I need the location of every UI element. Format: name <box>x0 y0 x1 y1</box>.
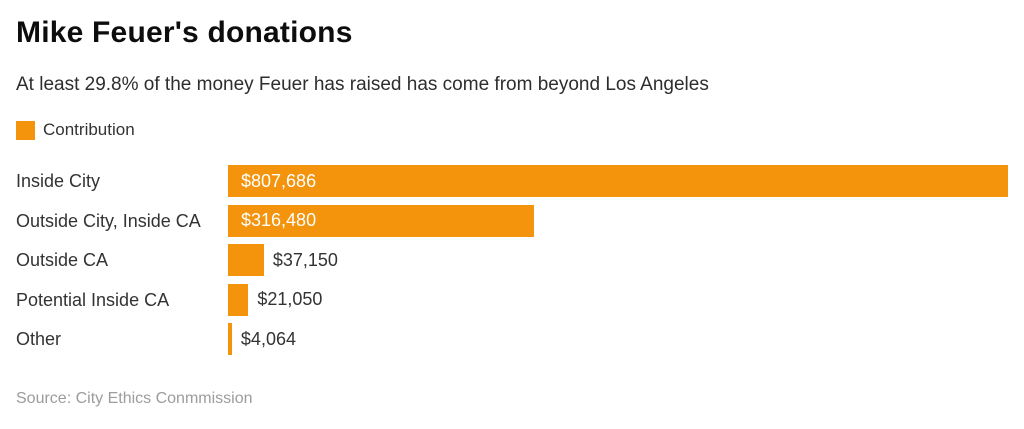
bar-rows: Inside City $807,686 Outside City, Inside … <box>16 165 1008 355</box>
bar: $807,686 <box>228 165 1008 197</box>
bar <box>228 283 249 316</box>
chart-row: Outside City, Inside CA $316,480 <box>16 204 1008 237</box>
category-label: Outside CA <box>16 250 109 270</box>
bar-track: $316,480 <box>228 204 1008 237</box>
chart-subtitle: At least 29.8% of the money Feuer has ra… <box>16 74 709 95</box>
bar-chart: Inside City $807,686 Outside City, Inside … <box>16 165 1008 363</box>
bar <box>228 323 232 355</box>
legend-label: Contribution <box>43 120 135 139</box>
bar-value-label: $316,480 <box>241 210 317 230</box>
chart-row: Outside CA $37,150 <box>16 244 1008 276</box>
chart-row: Inside City $807,686 <box>16 165 1008 197</box>
bar <box>228 244 264 276</box>
bar-track: $37,150 <box>228 244 1008 276</box>
legend-swatch-icon <box>16 120 35 140</box>
bar: $316,480 <box>228 204 534 237</box>
chart-row: Potential Inside CA $21,050 <box>16 283 1008 316</box>
bar-track: $21,050 <box>228 283 1008 316</box>
category-label: Outside City, Inside CA <box>16 210 201 231</box>
legend: Contribution <box>16 120 135 140</box>
source-note: Source: City Ethics Conmmission <box>16 390 253 407</box>
bar-value-label: $37,150 <box>272 249 338 270</box>
category-label: Inside City <box>16 171 101 191</box>
bar-track: $807,686 <box>228 165 1008 197</box>
bar-value-label: $4,064 <box>240 328 296 349</box>
bar-value-label: $21,050 <box>257 289 323 309</box>
chart-row: Other $4,064 <box>16 323 1008 355</box>
category-label: Potential Inside CA <box>16 289 170 310</box>
category-label: Other <box>16 329 62 349</box>
bar-track: $4,064 <box>228 323 1008 355</box>
chart-title: Mike Feuer's donations <box>16 16 353 49</box>
bar-value-label: $807,686 <box>241 170 317 191</box>
